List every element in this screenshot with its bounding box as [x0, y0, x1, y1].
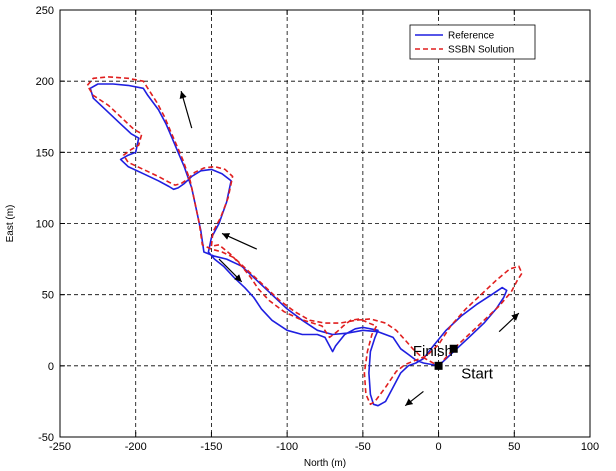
marks-layer: Finish Start — [179, 90, 520, 407]
y-tick-label: 200 — [36, 76, 54, 88]
legend-entry-label: Reference — [448, 31, 495, 42]
finish-marker — [449, 344, 458, 353]
y-tick-label: -50 — [38, 432, 54, 444]
series-layer — [86, 76, 523, 407]
legend-entry-label: SSBN Solution — [448, 45, 514, 56]
legend-box — [409, 24, 536, 60]
direction-arrow — [179, 90, 193, 129]
series-line-reference — [89, 83, 508, 407]
direction-arrow — [218, 258, 243, 283]
y-tick-label: 50 — [42, 290, 54, 302]
x-tick-label: 50 — [508, 441, 520, 453]
y-tick-label: 100 — [36, 219, 54, 231]
y-tick-label: 0 — [48, 361, 54, 373]
x-axis-label: North (m) — [304, 458, 346, 469]
direction-arrow — [404, 390, 424, 407]
x-tick-label: -250 — [49, 441, 71, 453]
start-marker — [434, 361, 443, 370]
x-tick-label: -100 — [276, 441, 298, 453]
x-tick-label: -50 — [355, 441, 371, 453]
direction-arrow — [221, 232, 258, 250]
y-axis-label: East (m) — [5, 205, 16, 243]
x-tick-label: 0 — [436, 441, 442, 453]
annotation-finish: Finish — [413, 343, 453, 360]
y-tick-label: 250 — [36, 5, 54, 17]
axis-ticks: -250 -200 -150 -100 -50 0 50 100 -50 0 50 100 150 200… — [36, 5, 600, 453]
direction-arrow — [498, 312, 520, 333]
x-tick-label: 100 — [581, 441, 599, 453]
x-tick-label: -150 — [200, 441, 222, 453]
annotation-start: Start — [461, 366, 494, 383]
x-tick-label: -200 — [125, 441, 147, 453]
legend: Reference SSBN Solution — [409, 24, 536, 60]
y-tick-label: 150 — [36, 147, 54, 159]
series-line-ssbn-solution — [86, 76, 523, 406]
